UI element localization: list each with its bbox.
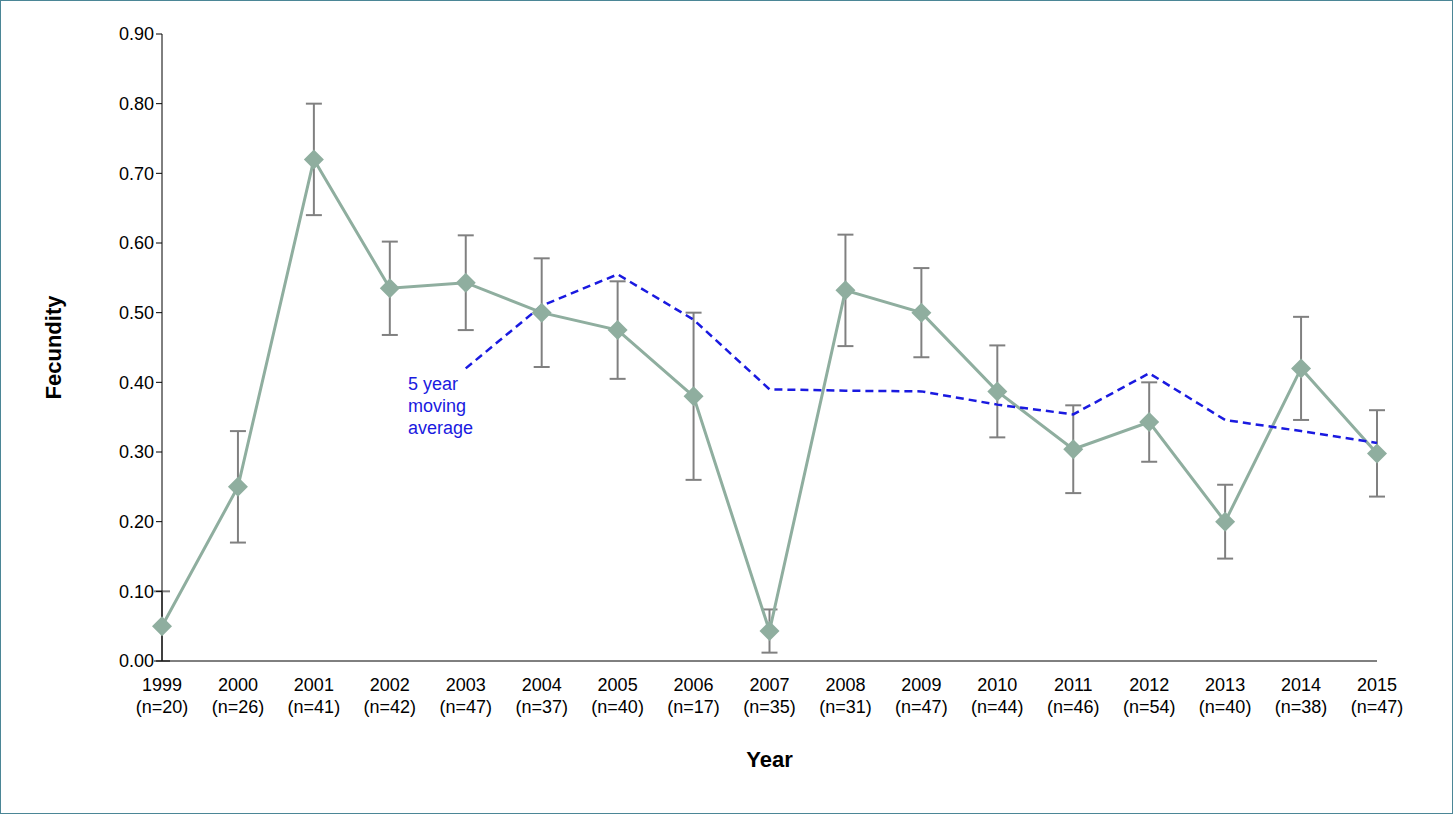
svg-text:2001(n=41): 2001(n=41) <box>288 675 341 717</box>
svg-text:2000(n=26): 2000(n=26) <box>212 675 265 717</box>
svg-text:0.60: 0.60 <box>119 233 154 253</box>
svg-text:2010(n=44): 2010(n=44) <box>971 675 1024 717</box>
svg-text:0.50: 0.50 <box>119 303 154 323</box>
svg-text:2012(n=54): 2012(n=54) <box>1123 675 1176 717</box>
svg-text:2015(n=47): 2015(n=47) <box>1351 675 1404 717</box>
svg-text:0.30: 0.30 <box>119 442 154 462</box>
svg-text:Year: Year <box>746 747 793 772</box>
html-text:5 year moving average: 5 year moving average <box>408 374 474 438</box>
svg-text:2002(n=42): 2002(n=42) <box>364 675 417 717</box>
svg-text:0.20: 0.20 <box>119 512 154 532</box>
svg-text:2006(n=17): 2006(n=17) <box>667 675 720 717</box>
svg-text:2005(n=40): 2005(n=40) <box>591 675 644 717</box>
svg-text:0.40: 0.40 <box>119 373 154 393</box>
svg-text:2003(n=47): 2003(n=47) <box>439 675 492 717</box>
svg-text:0.10: 0.10 <box>119 582 154 602</box>
svg-text:2009(n=47): 2009(n=47) <box>895 675 948 717</box>
svg-text:2007(n=35): 2007(n=35) <box>743 675 796 717</box>
svg-text:0.80: 0.80 <box>119 94 154 114</box>
svg-text:0.00: 0.00 <box>119 651 154 671</box>
svg-text:2004(n=37): 2004(n=37) <box>515 675 568 717</box>
svg-text:2013(n=40): 2013(n=40) <box>1199 675 1252 717</box>
svg-text:2014(n=38): 2014(n=38) <box>1275 675 1328 717</box>
svg-text:0.90: 0.90 <box>119 24 154 44</box>
svg-text:2011(n=46): 2011(n=46) <box>1047 675 1100 717</box>
svg-text:Fecundity: Fecundity <box>41 295 66 400</box>
svg-text:2008(n=31): 2008(n=31) <box>819 675 872 717</box>
svg-text:1999(n=20): 1999(n=20) <box>136 675 189 717</box>
svg-text:0.70: 0.70 <box>119 164 154 184</box>
